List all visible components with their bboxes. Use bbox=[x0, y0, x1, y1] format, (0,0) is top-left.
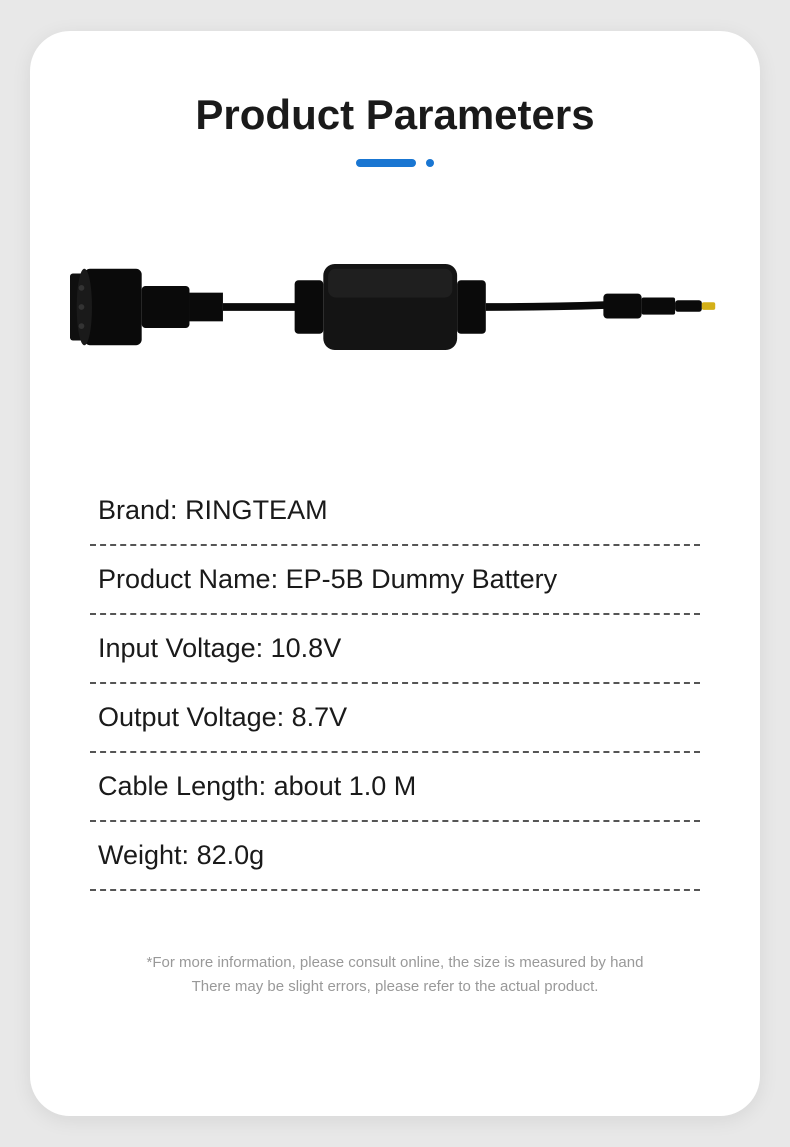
spec-label: Input Voltage: bbox=[98, 633, 271, 663]
spec-row-brand: Brand: RINGTEAM bbox=[90, 477, 700, 546]
spec-row-input-voltage: Input Voltage: 10.8V bbox=[90, 615, 700, 684]
spec-row-product-name: Product Name: EP-5B Dummy Battery bbox=[90, 546, 700, 615]
page-title: Product Parameters bbox=[70, 91, 720, 139]
product-image bbox=[70, 217, 720, 397]
spec-label: Brand: bbox=[98, 495, 185, 525]
accent-bar bbox=[356, 159, 416, 167]
cable-illustration bbox=[70, 237, 720, 377]
specs-table: Brand: RINGTEAM Product Name: EP-5B Dumm… bbox=[70, 477, 720, 891]
footnote: *For more information, please consult on… bbox=[70, 951, 720, 999]
product-card: Product Parameters bbox=[30, 31, 760, 1116]
spec-label: Weight: bbox=[98, 840, 197, 870]
accent-divider bbox=[70, 159, 720, 167]
spec-row-weight: Weight: 82.0g bbox=[90, 822, 700, 891]
spec-row-cable-length: Cable Length: about 1.0 M bbox=[90, 753, 700, 822]
footnote-line-1: *For more information, please consult on… bbox=[70, 951, 720, 975]
spec-label: Cable Length: bbox=[98, 771, 274, 801]
spec-value: RINGTEAM bbox=[185, 495, 328, 525]
spec-label: Product Name: bbox=[98, 564, 286, 594]
spec-value: about 1.0 M bbox=[274, 771, 417, 801]
spec-value: 8.7V bbox=[292, 702, 348, 732]
accent-dot bbox=[426, 159, 434, 167]
spec-value: 82.0g bbox=[197, 840, 265, 870]
spec-value: 10.8V bbox=[271, 633, 342, 663]
spec-value: EP-5B Dummy Battery bbox=[286, 564, 558, 594]
spec-label: Output Voltage: bbox=[98, 702, 292, 732]
footnote-line-2: There may be slight errors, please refer… bbox=[70, 975, 720, 999]
spec-row-output-voltage: Output Voltage: 8.7V bbox=[90, 684, 700, 753]
